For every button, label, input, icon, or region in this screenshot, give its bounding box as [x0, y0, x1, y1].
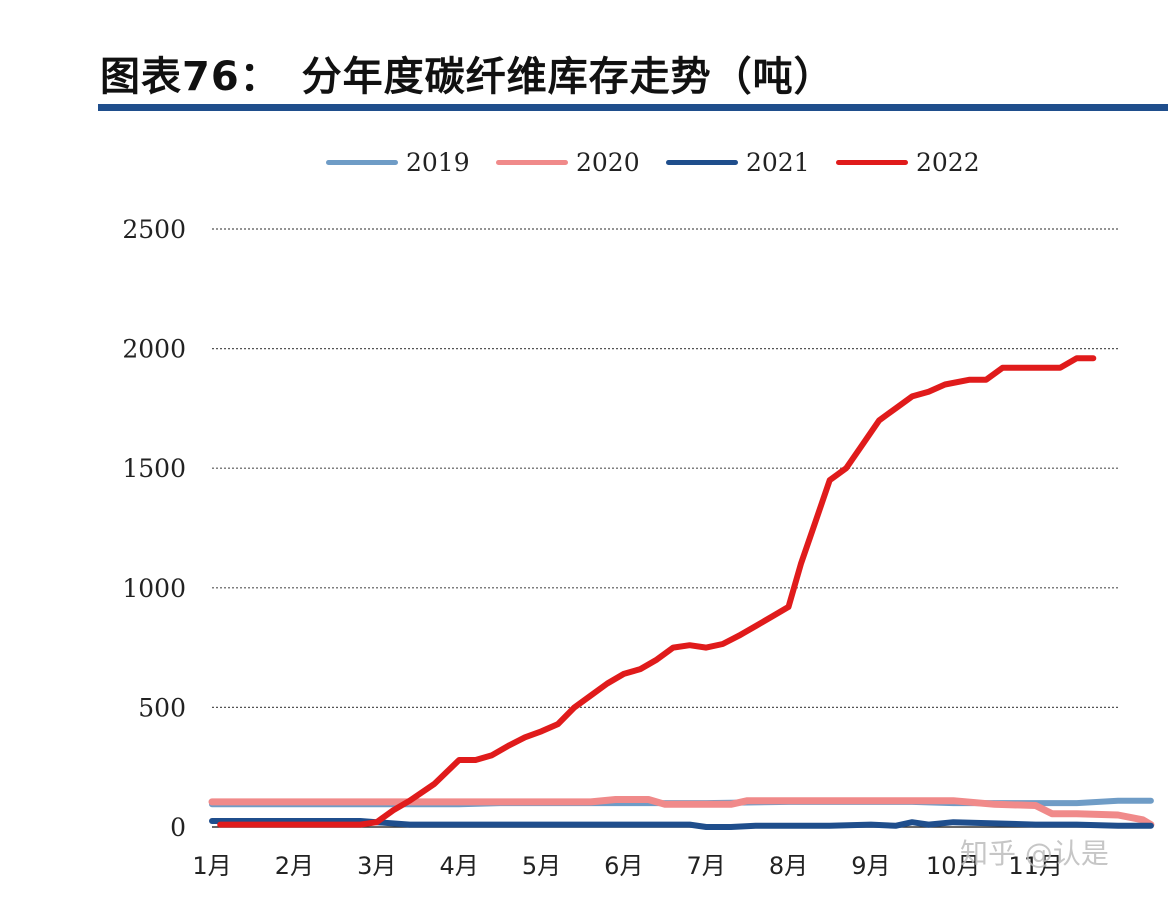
series-line-2020 [208, 796, 1155, 829]
watermark-text: 知乎 @认是 [960, 837, 1109, 870]
x-tick-label: 4月 [439, 852, 478, 880]
legend-swatch-2021 [666, 159, 738, 165]
legend-item-2021: 2021 [666, 144, 810, 180]
y-tick-label: 1500 [122, 454, 186, 483]
x-tick-label: 1月 [192, 852, 231, 880]
legend: 2019 2020 2021 2022 [0, 144, 1168, 180]
y-tick-label: 2500 [122, 215, 186, 244]
title-rule [98, 104, 1168, 111]
y-tick-label: 0 [170, 813, 186, 842]
x-tick-label: 9月 [851, 852, 890, 880]
x-tick-label: 7月 [687, 852, 726, 880]
legend-item-2019: 2019 [326, 144, 470, 180]
legend-label-2022: 2022 [916, 147, 980, 177]
x-tick-label: 3月 [357, 852, 396, 880]
legend-item-2022: 2022 [836, 144, 980, 180]
series-line-2021 [209, 818, 1154, 830]
legend-swatch-2019 [326, 159, 398, 165]
series-line-2022 [217, 355, 1097, 828]
legend-swatch-2022 [836, 159, 908, 165]
x-tick-label: 11月 [1008, 852, 1063, 880]
x-tick-label: 10月 [926, 852, 981, 880]
legend-label-2020: 2020 [576, 147, 640, 177]
x-tick-label: 8月 [769, 852, 808, 880]
legend-label-2019: 2019 [406, 147, 470, 177]
y-tick-label: 1000 [122, 574, 186, 603]
x-tick-label: 5月 [522, 852, 561, 880]
x-tick-label: 2月 [275, 852, 314, 880]
y-tick-label: 2000 [122, 335, 186, 364]
y-tick-label: 500 [138, 693, 186, 722]
legend-item-2020: 2020 [496, 144, 640, 180]
chart-title: 图表76： 分年度碳纤维库存走势（吨） [100, 54, 835, 100]
legend-label-2021: 2021 [746, 147, 810, 177]
x-tick-label: 6月 [604, 852, 643, 880]
legend-swatch-2020 [496, 159, 568, 165]
